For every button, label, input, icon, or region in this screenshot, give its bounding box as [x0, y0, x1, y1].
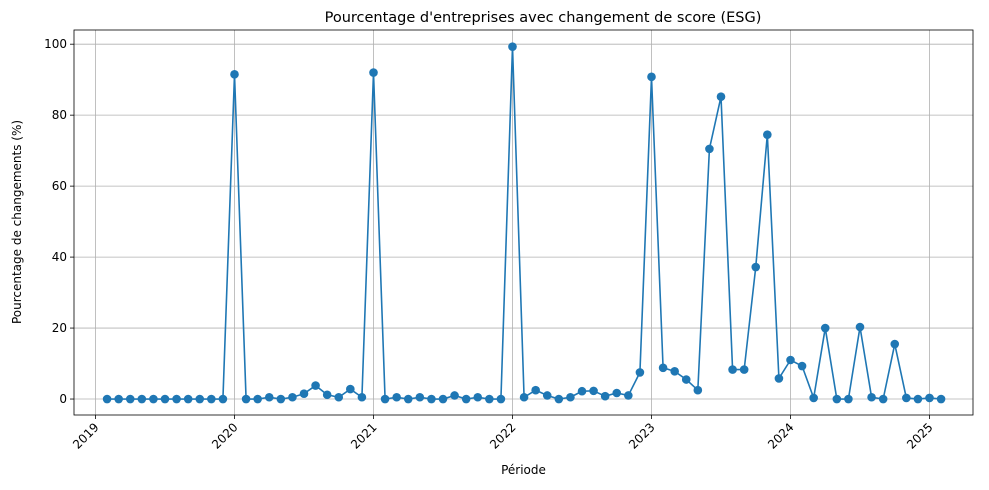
y-axis: 0 20 40 60 80 100	[44, 37, 74, 406]
data-point	[716, 92, 726, 102]
chart-title: Pourcentage d'entreprises avec changemen…	[325, 10, 762, 26]
data-point	[855, 322, 865, 332]
data-point	[392, 392, 401, 402]
x-axis: 2019 2020 2021 2022 2023 2024 2025	[70, 415, 936, 452]
series-polyline	[107, 46, 942, 402]
y-tick-label: 100	[44, 37, 67, 51]
data-point	[728, 365, 737, 374]
data-point	[890, 339, 900, 349]
data-point	[670, 367, 679, 376]
data-point	[288, 392, 297, 402]
data-point	[125, 394, 135, 404]
data-point	[114, 394, 123, 404]
data-point	[809, 393, 818, 403]
y-tick-label: 0	[59, 392, 67, 406]
data-point	[357, 392, 367, 402]
data-point	[102, 394, 112, 404]
data-point	[276, 394, 286, 404]
data-point	[334, 392, 344, 402]
data-point	[450, 391, 459, 400]
data-point	[693, 385, 703, 395]
data-point	[751, 262, 761, 272]
data-point	[820, 323, 830, 333]
data-point	[172, 394, 181, 404]
x-tick-label: 2023	[626, 420, 657, 451]
data-point	[797, 361, 807, 371]
data-point	[207, 394, 216, 404]
data-point	[346, 384, 355, 394]
data-point	[739, 365, 749, 374]
y-tick-label: 40	[52, 250, 67, 264]
data-point	[542, 391, 552, 400]
data-point	[438, 394, 448, 404]
data-point	[311, 381, 320, 390]
data-points	[102, 42, 946, 404]
data-point	[485, 394, 494, 404]
data-point	[160, 394, 170, 404]
data-point	[867, 392, 876, 402]
data-point	[253, 394, 262, 404]
data-point	[415, 392, 425, 402]
data-point	[925, 393, 934, 403]
data-point	[137, 394, 147, 404]
data-point	[681, 375, 691, 384]
y-tick-label: 60	[52, 179, 67, 193]
x-tick-label: 2019	[70, 420, 101, 451]
data-point	[589, 386, 598, 396]
data-point	[299, 389, 309, 399]
x-tick-label: 2025	[904, 420, 935, 451]
data-point	[577, 386, 587, 396]
data-point	[554, 394, 564, 404]
data-point	[427, 394, 436, 404]
x-tick-label: 2024	[765, 420, 796, 451]
data-point	[461, 394, 471, 404]
data-point	[473, 392, 483, 402]
data-point	[519, 392, 529, 402]
data-point	[774, 374, 784, 383]
data-point	[878, 394, 888, 404]
data-point	[264, 392, 274, 402]
data-point	[624, 391, 633, 400]
y-axis-label: Pourcentage de changements (%)	[10, 120, 24, 324]
y-tick-label: 80	[52, 108, 67, 122]
data-point	[705, 144, 714, 154]
x-tick-label: 2022	[487, 420, 518, 451]
data-point	[508, 42, 517, 51]
data-point	[647, 72, 656, 82]
data-point	[195, 394, 205, 404]
data-point	[369, 68, 378, 77]
data-point	[149, 394, 158, 404]
data-point	[612, 388, 622, 398]
data-point	[403, 394, 413, 404]
data-point	[380, 394, 390, 404]
data-point	[531, 385, 540, 395]
data-point	[635, 368, 645, 377]
y-tick-label: 20	[52, 321, 67, 335]
data-point	[241, 394, 251, 404]
data-point	[322, 390, 332, 400]
data-point	[658, 363, 668, 373]
data-point	[786, 355, 795, 365]
x-axis-label: Période	[501, 463, 546, 477]
data-point	[230, 70, 239, 79]
data-point	[844, 394, 853, 404]
x-tick-label: 2021	[348, 420, 379, 451]
plot-frame	[73, 29, 974, 416]
data-point	[832, 394, 842, 404]
data-point	[936, 394, 946, 404]
data-point	[902, 393, 911, 403]
x-tick-label: 2020	[209, 420, 240, 451]
series-line	[107, 46, 942, 402]
data-point	[496, 394, 506, 404]
data-point	[183, 394, 193, 404]
data-point	[566, 392, 575, 402]
data-point	[913, 394, 923, 404]
data-point	[763, 130, 772, 139]
data-point	[600, 391, 610, 401]
data-point	[218, 394, 228, 404]
